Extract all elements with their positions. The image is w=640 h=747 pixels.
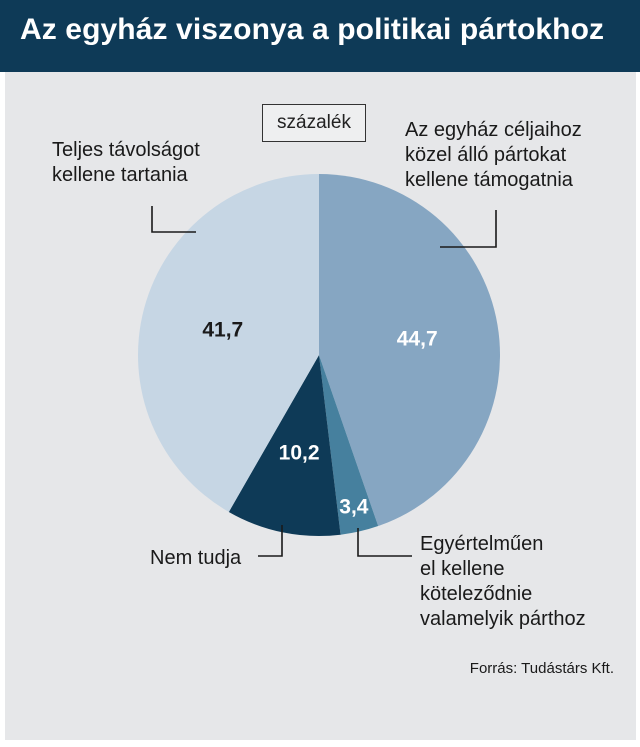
- slice-value-dont-know: 10,2: [279, 442, 320, 465]
- label-line: el kellene: [420, 558, 505, 580]
- unit-label: százalék: [262, 104, 366, 142]
- slice-value-close-parties: 44,7: [397, 328, 438, 351]
- label-line: Az egyház céljaihoz: [405, 119, 582, 141]
- leader-dont-know: [258, 525, 283, 557]
- label-line: Nem tudja: [150, 547, 242, 569]
- leader-lines: [151, 206, 497, 557]
- pie-slice-dont-know: [228, 355, 341, 536]
- label-line: kellene támogatnia: [405, 169, 573, 191]
- label-commit-party: Egyértelműen el kellene köteleződnie val…: [420, 532, 586, 632]
- label-full-distance: Teljes távolságot kellene tartania: [52, 138, 200, 188]
- source-note: Forrás: Tudástárs Kft.: [469, 660, 614, 677]
- label-line: köteleződnie: [420, 583, 533, 605]
- title-bar: Az egyház viszonya a politikai pártokhoz: [0, 0, 640, 72]
- pie-slice-close-parties: [319, 174, 501, 527]
- slice-value-full-distance: 41,7: [202, 318, 243, 341]
- label-dont-know: Nem tudja: [150, 546, 241, 571]
- label-line: közel álló pártokat: [405, 144, 567, 166]
- pie-slices: [138, 174, 501, 536]
- pie-slice-commit-party: [319, 355, 379, 535]
- leader-close-parties: [440, 210, 497, 248]
- chart-title: Az egyház viszonya a politikai pártokhoz: [20, 13, 605, 46]
- pie-slice-full-distance: [138, 174, 319, 512]
- label-line: kellene tartania: [52, 164, 188, 186]
- label-line: valamelyik párthoz: [420, 608, 586, 630]
- slice-value-commit-party: 3,4: [339, 496, 369, 519]
- label-close-parties: Az egyház céljaihoz közel álló pártokat …: [405, 118, 582, 193]
- value-labels: 44,7 3,4 10,2 41,7: [202, 318, 437, 518]
- leader-full-distance: [151, 206, 196, 233]
- leader-commit-party: [357, 528, 412, 557]
- label-line: Egyértelműen: [420, 533, 544, 555]
- label-line: Teljes távolságot: [52, 139, 200, 161]
